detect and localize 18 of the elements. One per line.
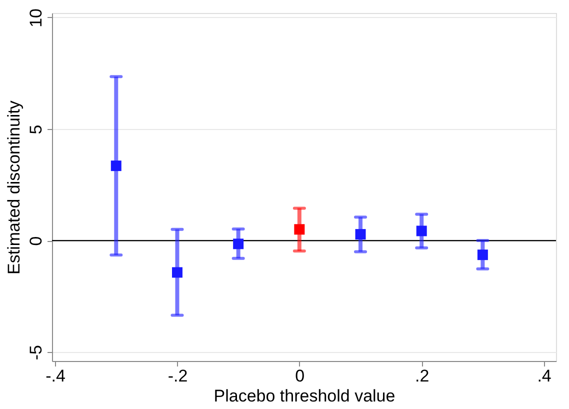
y-tick-label: 5 <box>26 124 46 134</box>
x-tick-label: .2 <box>415 366 430 386</box>
point <box>294 224 305 235</box>
point <box>355 229 366 240</box>
point <box>172 267 182 278</box>
y-tick-label: -5 <box>26 345 46 360</box>
x-tick-label: -.4 <box>46 366 66 386</box>
x-tick-label: 0 <box>295 366 305 386</box>
point <box>110 160 122 172</box>
point <box>233 238 244 250</box>
x-axis-title: Placebo threshold value <box>214 386 396 406</box>
y-tick-label: 0 <box>26 236 46 246</box>
y-tick-label: 10 <box>26 8 46 28</box>
x-tick-label: -.2 <box>168 366 188 386</box>
y-axis-title: Estimated discontinuity <box>4 100 24 274</box>
point <box>477 250 488 260</box>
x-tick-label: .4 <box>537 366 552 386</box>
point <box>416 226 427 236</box>
